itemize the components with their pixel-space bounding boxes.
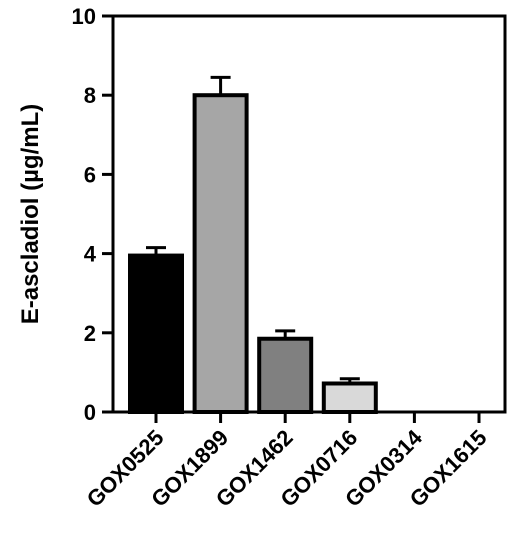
axes-group (102, 14, 507, 423)
y-tick-label-4: 4 (84, 242, 97, 267)
y-tick-label-2: 2 (84, 321, 96, 346)
bar-GOX1462 (257, 336, 314, 414)
y-tick-label-0: 0 (84, 400, 96, 425)
plot-frame (111, 14, 507, 414)
y-tick-label-8: 8 (84, 83, 96, 108)
y-tick-label-6: 6 (84, 162, 96, 187)
y-tick-label-10: 10 (72, 4, 96, 29)
bar-GOX0525 (128, 253, 184, 414)
bar-GOX0716 (321, 381, 378, 415)
bars-group (128, 75, 378, 415)
bar-GOX1899 (192, 93, 249, 414)
y-axis-title: E-ascladiol (µg/mL) (17, 104, 44, 325)
